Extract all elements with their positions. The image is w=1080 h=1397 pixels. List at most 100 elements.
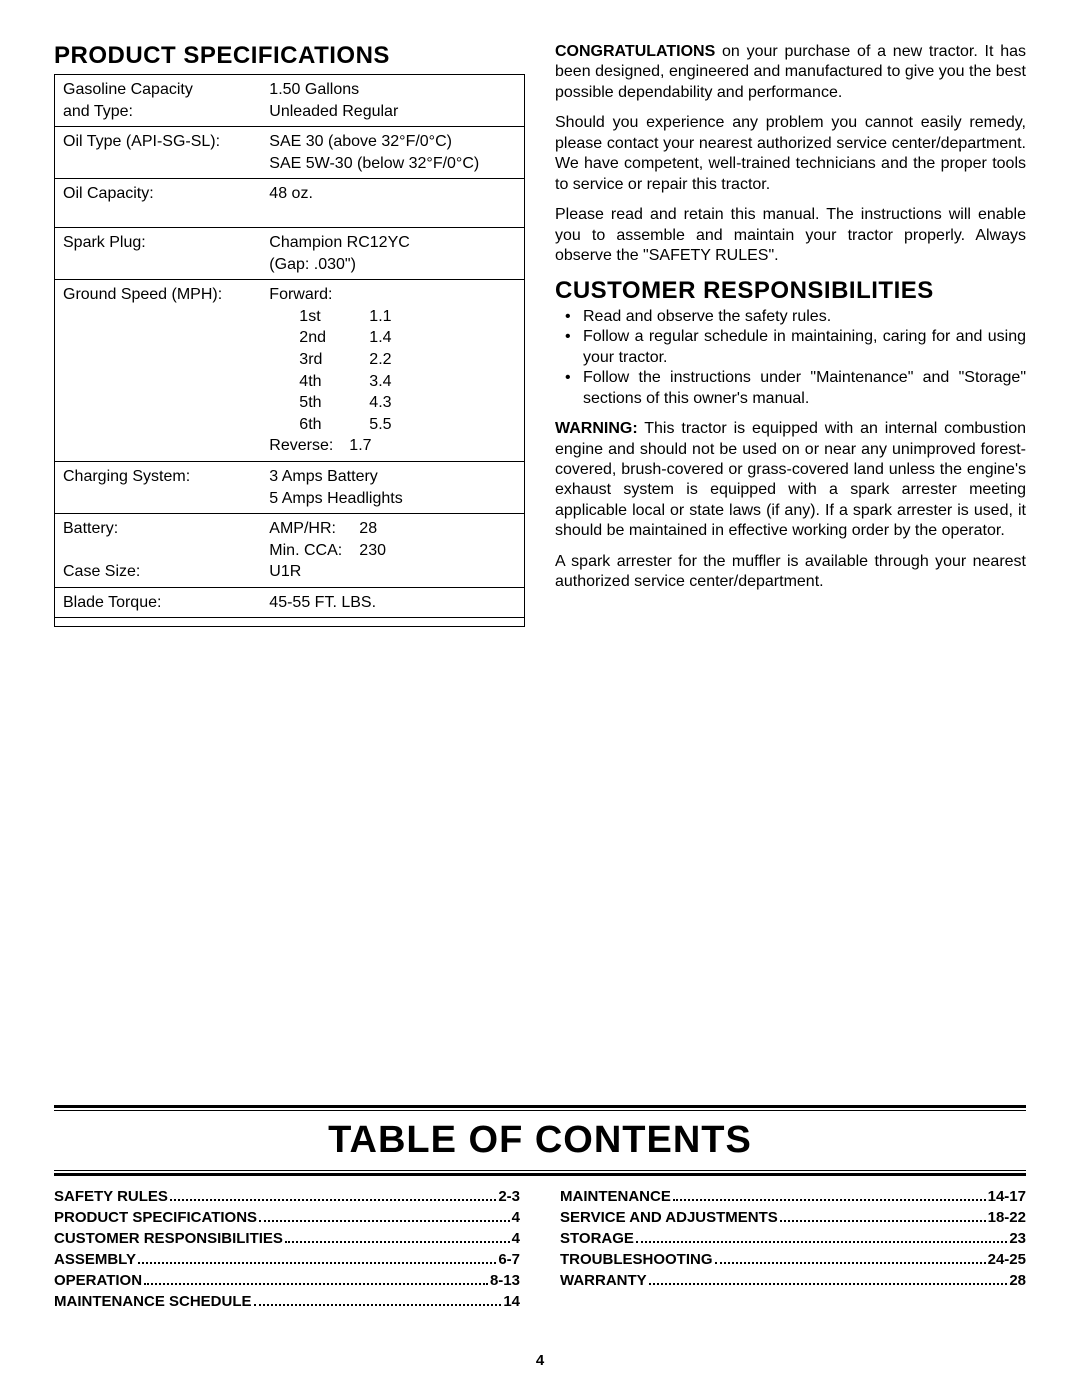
warning-bold: WARNING: <box>555 420 638 437</box>
speed-value: 2.2 <box>369 349 419 371</box>
toc-dots <box>144 1283 488 1285</box>
toc-dots <box>780 1220 986 1222</box>
case-value: U1R <box>269 563 301 580</box>
speed-reverse-label: Reverse: <box>269 435 349 457</box>
spark-arrester-paragraph: A spark arrester for the muffler is avai… <box>555 552 1026 593</box>
case-label: Case Size: <box>63 563 140 580</box>
toc-dots <box>138 1262 496 1264</box>
spec-row: Blade Torque: 45-55 FT. LBS. <box>55 587 525 618</box>
toc-label: STORAGE <box>560 1228 634 1249</box>
customer-resp-list: Read and observe the safety rules. Follo… <box>555 307 1026 409</box>
spec-value: 1.50 Gallons Unleaded Regular <box>261 75 524 127</box>
toc-dots <box>254 1304 502 1306</box>
toc-rule <box>54 1105 1026 1108</box>
toc-row: MAINTENANCE14-17 <box>560 1186 1026 1207</box>
toc-heading: TABLE OF CONTENTS <box>54 1111 1026 1170</box>
toc-page: 4 <box>512 1207 520 1228</box>
toc-dots <box>649 1283 1008 1285</box>
battery-cca-value: 230 <box>359 540 516 562</box>
speed-value: 1.1 <box>369 306 419 328</box>
spec-row: Battery: Case Size: AMP/HR: 28 Min. CCA:… <box>55 514 525 588</box>
speed-gear: 6th <box>299 414 369 436</box>
spec-label: Oil Type (API-SG-SL): <box>55 127 262 179</box>
battery-cca-label: Min. CCA: <box>269 540 359 562</box>
spec-value: Forward: 1st1.12nd1.43rd2.24th3.45th4.36… <box>261 280 524 462</box>
spec-label: Gasoline Capacity and Type: <box>55 75 262 127</box>
product-spec-heading: PRODUCT SPECIFICATIONS <box>54 42 525 70</box>
customer-resp-item: Read and observe the safety rules. <box>555 307 1026 327</box>
toc-page: 14-17 <box>988 1186 1026 1207</box>
speed-reverse-value: 1.7 <box>349 435 399 457</box>
toc-page: 18-22 <box>988 1207 1026 1228</box>
toc-row: CUSTOMER RESPONSIBILITIES 4 <box>54 1228 520 1249</box>
spec-label: Blade Torque: <box>55 587 262 618</box>
toc-row: ASSEMBLY 6-7 <box>54 1249 520 1270</box>
toc-page: 2-3 <box>498 1186 520 1207</box>
toc-label: SAFETY RULES <box>54 1186 168 1207</box>
toc-left-column: SAFETY RULES2-3PRODUCT SPECIFICATIONS4CU… <box>54 1186 520 1312</box>
toc-dots <box>673 1199 986 1201</box>
spec-row: Gasoline Capacity and Type: 1.50 Gallons… <box>55 75 525 127</box>
speed-value: 1.4 <box>369 327 419 349</box>
customer-resp-item: Follow a regular schedule in maintaining… <box>555 327 1026 368</box>
toc-page: 14 <box>503 1291 520 1312</box>
toc-page: 4 <box>512 1228 520 1249</box>
speed-gear: 2nd <box>299 327 369 349</box>
right-text-section: CONGRATULATIONS on your purchase of a ne… <box>555 42 1026 627</box>
toc-page: 6-7 <box>498 1249 520 1270</box>
toc-page: 23 <box>1009 1228 1026 1249</box>
speed-gear: 1st <box>299 306 369 328</box>
spec-label: Charging System: <box>55 461 262 513</box>
spec-label: Spark Plug: <box>55 227 262 279</box>
spec-label: Oil Capacity: <box>55 179 262 228</box>
toc-label: TROUBLESHOOTING <box>560 1249 713 1270</box>
speed-value: 5.5 <box>369 414 419 436</box>
speed-grid: 1st1.12nd1.43rd2.24th3.45th4.36th5.5 <box>299 306 516 436</box>
toc-row: SERVICE AND ADJUSTMENTS 18-22 <box>560 1207 1026 1228</box>
toc-page: 8-13 <box>490 1270 520 1291</box>
speed-value: 4.3 <box>369 392 419 414</box>
speed-forward-label: Forward: <box>269 286 332 303</box>
spec-row: Charging System: 3 Amps Battery 5 Amps H… <box>55 461 525 513</box>
toc-dots <box>259 1220 510 1222</box>
spec-value: SAE 30 (above 32°F/0°C) SAE 5W-30 (below… <box>261 127 524 179</box>
toc-label: SERVICE AND ADJUSTMENTS <box>560 1207 778 1228</box>
toc-label: OPERATION <box>54 1270 142 1291</box>
toc-row: TROUBLESHOOTING24-25 <box>560 1249 1026 1270</box>
customer-resp-heading: CUSTOMER RESPONSIBILITIES <box>555 277 1026 305</box>
toc-rule <box>54 1170 1026 1171</box>
toc-row: WARRANTY28 <box>560 1270 1026 1291</box>
battery-amp-value: 28 <box>359 518 516 540</box>
spec-table: Gasoline Capacity and Type: 1.50 Gallons… <box>54 74 525 627</box>
problem-paragraph: Should you experience any problem you ca… <box>555 113 1026 195</box>
toc-row: SAFETY RULES 2-3 <box>54 1186 520 1207</box>
toc-row: MAINTENANCE SCHEDULE14 <box>54 1291 520 1312</box>
battery-label: Battery: <box>63 520 118 537</box>
speed-gear: 3rd <box>299 349 369 371</box>
read-paragraph: Please read and retain this manual. The … <box>555 205 1026 266</box>
spec-row: Spark Plug: Champion RC12YC (Gap: .030") <box>55 227 525 279</box>
customer-resp-item: Follow the instructions under "Maintenan… <box>555 368 1026 409</box>
spec-row: Ground Speed (MPH): Forward: 1st1.12nd1.… <box>55 280 525 462</box>
toc-label: PRODUCT SPECIFICATIONS <box>54 1207 257 1228</box>
spec-value: 3 Amps Battery 5 Amps Headlights <box>261 461 524 513</box>
toc-row: PRODUCT SPECIFICATIONS 4 <box>54 1207 520 1228</box>
toc-dots <box>170 1199 496 1201</box>
toc-label: ASSEMBLY <box>54 1249 136 1270</box>
toc-label: CUSTOMER RESPONSIBILITIES <box>54 1228 283 1249</box>
toc-section: TABLE OF CONTENTS SAFETY RULES2-3PRODUCT… <box>54 1105 1026 1312</box>
toc-dots <box>636 1241 1007 1243</box>
spec-value: 45-55 FT. LBS. <box>261 587 524 618</box>
toc-dots <box>285 1241 510 1243</box>
spec-row: Oil Type (API-SG-SL): SAE 30 (above 32°F… <box>55 127 525 179</box>
toc-row: STORAGE 23 <box>560 1228 1026 1249</box>
page-number: 4 <box>0 1352 1080 1369</box>
spec-label: Ground Speed (MPH): <box>55 280 262 462</box>
spec-value: 48 oz. <box>261 179 524 228</box>
speed-gear: 4th <box>299 371 369 393</box>
speed-value: 3.4 <box>369 371 419 393</box>
spec-value: Champion RC12YC (Gap: .030") <box>261 227 524 279</box>
warning-text: This tractor is equipped with an interna… <box>555 420 1026 539</box>
toc-page: 28 <box>1009 1270 1026 1291</box>
battery-amp-label: AMP/HR: <box>269 518 359 540</box>
